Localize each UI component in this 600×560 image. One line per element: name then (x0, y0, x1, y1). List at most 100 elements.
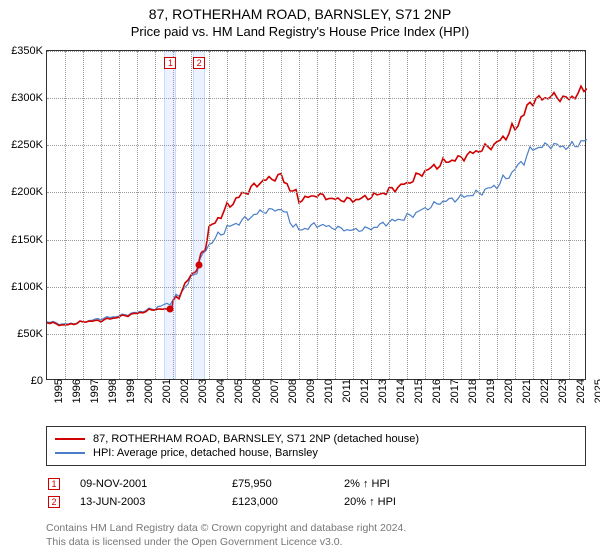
x-axis-label: 2013 (375, 379, 389, 403)
legend-label-blue: HPI: Average price, detached house, Barn… (93, 447, 318, 459)
sale-marker-1-icon: 1 (48, 478, 60, 490)
x-axis-label: 2018 (465, 379, 479, 403)
gridline-v (83, 51, 84, 379)
x-axis-label: 2017 (447, 379, 461, 403)
plot-region: £0£50K£100K£150K£200K£250K£300K£350K1995… (46, 50, 586, 380)
gridline-v (371, 51, 372, 379)
x-axis-label: 2004 (213, 379, 227, 403)
gridline-v (479, 51, 480, 379)
x-axis-label: 2006 (249, 379, 263, 403)
legend-box: 87, ROTHERHAM ROAD, BARNSLEY, S71 2NP (d… (46, 426, 586, 466)
legend-item-red: 87, ROTHERHAM ROAD, BARNSLEY, S71 2NP (d… (55, 433, 577, 445)
gridline-v (137, 51, 138, 379)
gridline-v (245, 51, 246, 379)
chart-area: £0£50K£100K£150K£200K£250K£300K£350K1995… (46, 50, 586, 420)
x-axis-label: 1996 (69, 379, 83, 403)
x-axis-label: 1999 (123, 379, 137, 403)
y-axis-label: £250K (3, 139, 47, 151)
y-axis-label: £0 (3, 375, 47, 387)
gridline-v (569, 51, 570, 379)
sale-price: £123,000 (232, 494, 342, 510)
x-axis-label: 1995 (51, 379, 65, 403)
gridline-h (47, 98, 585, 99)
chart-subtitle: Price paid vs. HM Land Registry's House … (0, 24, 600, 39)
sale-row: 1 09-NOV-2001 £75,950 2% ↑ HPI (48, 476, 434, 492)
x-axis-label: 1998 (105, 379, 119, 403)
sale-pct: 20% ↑ HPI (344, 494, 434, 510)
gridline-v (263, 51, 264, 379)
x-axis-label: 2000 (141, 379, 155, 403)
gridline-v (191, 51, 192, 379)
sale-marker-dot (167, 306, 174, 313)
sale-marker-2-icon: 2 (48, 496, 60, 508)
gridline-h (47, 240, 585, 241)
x-axis-label: 2009 (303, 379, 317, 403)
y-axis-label: £50K (3, 328, 47, 340)
gridline-v (515, 51, 516, 379)
sale-band (193, 51, 205, 379)
x-axis-label: 2007 (267, 379, 281, 403)
x-axis-label: 2016 (429, 379, 443, 403)
x-axis-label: 2019 (483, 379, 497, 403)
gridline-h (47, 51, 585, 52)
sale-pct: 2% ↑ HPI (344, 476, 434, 492)
x-axis-label: 2014 (393, 379, 407, 403)
x-axis-label: 2001 (159, 379, 173, 403)
sale-date: 13-JUN-2003 (80, 494, 230, 510)
gridline-v (461, 51, 462, 379)
y-axis-label: £100K (3, 281, 47, 293)
sale-marker-box: 2 (193, 57, 205, 69)
x-axis-label: 2010 (321, 379, 335, 403)
x-axis-label: 2020 (501, 379, 515, 403)
footnote-line1: Contains HM Land Registry data © Crown c… (46, 522, 586, 536)
x-axis-label: 2021 (519, 379, 533, 403)
sale-row: 2 13-JUN-2003 £123,000 20% ↑ HPI (48, 494, 434, 510)
sale-price: £75,950 (232, 476, 342, 492)
x-axis-label: 2002 (177, 379, 191, 403)
gridline-v (227, 51, 228, 379)
gridline-v (353, 51, 354, 379)
gridline-h (47, 145, 585, 146)
chart-title-block: 87, ROTHERHAM ROAD, BARNSLEY, S71 2NP Pr… (0, 0, 600, 39)
gridline-v (443, 51, 444, 379)
x-axis-label: 2022 (537, 379, 551, 403)
gridline-h (47, 192, 585, 193)
x-axis-label: 1997 (87, 379, 101, 403)
x-axis-label: 2024 (573, 379, 587, 403)
gridline-v (389, 51, 390, 379)
legend-and-footnotes: 87, ROTHERHAM ROAD, BARNSLEY, S71 2NP (d… (46, 426, 586, 549)
gridline-v (299, 51, 300, 379)
swatch-red (55, 438, 85, 440)
gridline-v (155, 51, 156, 379)
gridline-v (281, 51, 282, 379)
chart-title: 87, ROTHERHAM ROAD, BARNSLEY, S71 2NP (0, 6, 600, 22)
footnote: Contains HM Land Registry data © Crown c… (46, 522, 586, 549)
gridline-v (65, 51, 66, 379)
gridline-v (317, 51, 318, 379)
y-axis-label: £300K (3, 92, 47, 104)
gridline-v (407, 51, 408, 379)
sale-band (164, 51, 176, 379)
gridline-v (551, 51, 552, 379)
gridline-v (119, 51, 120, 379)
gridline-h (47, 287, 585, 288)
legend-item-blue: HPI: Average price, detached house, Barn… (55, 447, 577, 459)
sale-marker-box: 1 (164, 57, 176, 69)
gridline-v (101, 51, 102, 379)
sale-marker-dot (196, 262, 203, 269)
sale-markers-table: 1 09-NOV-2001 £75,950 2% ↑ HPI 2 13-JUN-… (46, 474, 436, 512)
x-axis-label: 2025 (591, 379, 600, 403)
y-axis-label: £150K (3, 234, 47, 246)
x-axis-label: 2005 (231, 379, 245, 403)
sale-date: 09-NOV-2001 (80, 476, 230, 492)
y-axis-label: £350K (3, 45, 47, 57)
gridline-v (533, 51, 534, 379)
x-axis-label: 2023 (555, 379, 569, 403)
footnote-line2: This data is licensed under the Open Gov… (46, 536, 586, 550)
gridline-v (335, 51, 336, 379)
swatch-blue (55, 452, 85, 454)
legend-label-red: 87, ROTHERHAM ROAD, BARNSLEY, S71 2NP (d… (93, 433, 419, 445)
x-axis-label: 2012 (357, 379, 371, 403)
gridline-v (425, 51, 426, 379)
gridline-v (497, 51, 498, 379)
